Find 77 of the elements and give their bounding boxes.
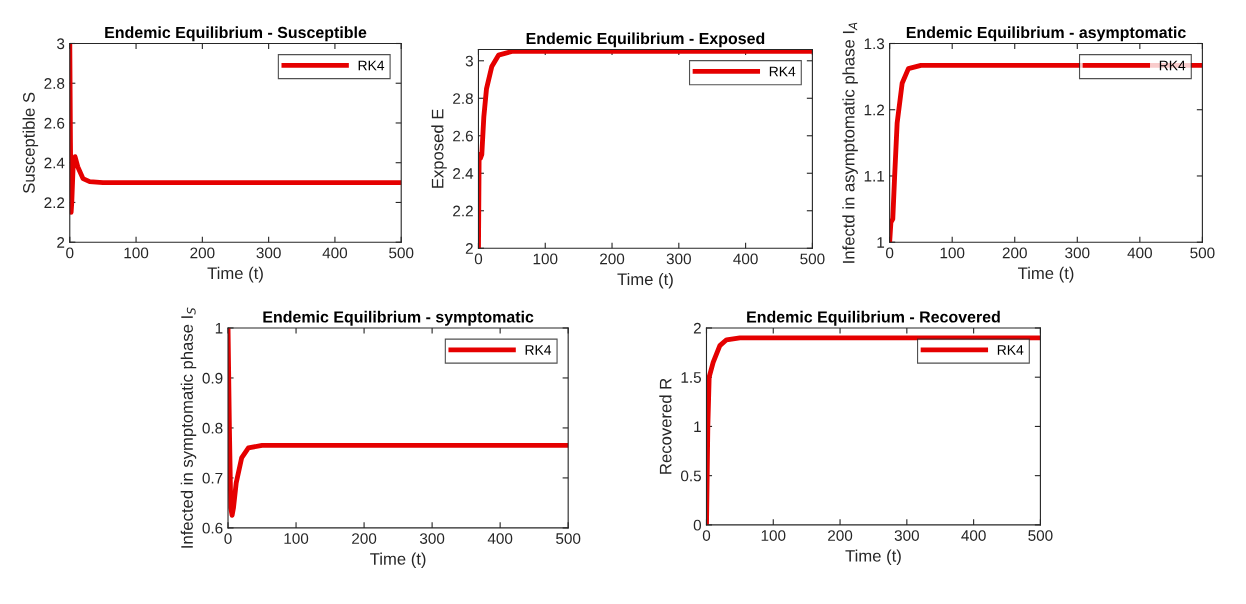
y-tick-label: 0.8 bbox=[202, 422, 223, 434]
y-axis-title: Exposed E bbox=[431, 109, 447, 188]
y-tick-label: 2.2 bbox=[453, 205, 473, 217]
x-tick-label: 300 bbox=[894, 530, 919, 541]
x-tick-label: 100 bbox=[124, 247, 149, 259]
y-tick-label: 2 bbox=[693, 322, 701, 334]
x-tick-label: 200 bbox=[828, 530, 853, 541]
y-tick-label: 1.3 bbox=[864, 38, 885, 50]
x-tick-label: 400 bbox=[733, 253, 758, 265]
legend-label: RK4 bbox=[997, 345, 1024, 355]
y-axis-title: Infectd in asymptomatic phase I$_{A}$ bbox=[842, 22, 858, 263]
y-tick-label: 3 bbox=[465, 55, 473, 67]
y-axis-title: Susceptible S bbox=[22, 92, 39, 194]
x-tick-label: 500 bbox=[556, 533, 581, 544]
x-tick-label: 500 bbox=[389, 247, 414, 259]
x-tick-label: 200 bbox=[352, 533, 377, 544]
x-axis-title: Time (t) bbox=[1018, 266, 1074, 283]
y-tick-label: 1 bbox=[694, 421, 701, 432]
legend-label: RK4 bbox=[769, 66, 796, 77]
chart-title: Endemic Equilibrium - symptomatic bbox=[263, 310, 534, 326]
chart-title: Endemic Equilibrium - Recovered bbox=[747, 310, 1000, 326]
x-tick-label: 300 bbox=[1065, 247, 1090, 259]
x-tick-label: 300 bbox=[419, 533, 445, 544]
y-tick-label: 2 bbox=[57, 237, 65, 248]
x-tick-label: 300 bbox=[666, 253, 691, 265]
y-axis-title: Recovered R bbox=[659, 378, 672, 474]
y-tick-label: 0.7 bbox=[202, 472, 223, 484]
legend-label: RK4 bbox=[358, 60, 385, 71]
x-axis-title: Time (t) bbox=[617, 272, 673, 289]
y-tick-label: 1 bbox=[877, 237, 885, 248]
y-tick-label: 1.1 bbox=[864, 170, 885, 182]
y-tick-label: 2 bbox=[465, 243, 473, 254]
chart-title: Endemic Equilibrium - asymptomatic bbox=[906, 26, 1186, 42]
y-axis-title: Infected in symptomatic phase I$_{S}$ bbox=[180, 307, 197, 548]
x-tick-label: 0 bbox=[702, 530, 711, 541]
x-tick-label: 100 bbox=[284, 533, 309, 544]
legend-label: RK4 bbox=[1159, 60, 1186, 71]
y-tick-label: 1.5 bbox=[681, 372, 701, 383]
y-tick-label: 0.5 bbox=[680, 470, 701, 482]
y-tick-label: 2.8 bbox=[44, 78, 65, 89]
y-tick-label: 2.8 bbox=[453, 93, 473, 104]
x-tick-label: 300 bbox=[256, 247, 281, 259]
chart-title: Endemic Equilibrium - Exposed bbox=[526, 32, 765, 48]
x-tick-label: 0 bbox=[66, 247, 74, 259]
x-tick-label: 200 bbox=[190, 247, 215, 259]
x-tick-label: 400 bbox=[1127, 247, 1152, 259]
y-tick-label: 1 bbox=[215, 323, 223, 334]
x-tick-label: 400 bbox=[322, 247, 348, 259]
x-tick-label: 200 bbox=[1002, 247, 1027, 259]
y-tick-label: 0 bbox=[693, 519, 702, 531]
x-tick-label: 0 bbox=[224, 533, 232, 544]
y-tick-label: 2.4 bbox=[44, 157, 65, 169]
x-tick-label: 400 bbox=[961, 530, 986, 541]
y-tick-label: 1.2 bbox=[864, 104, 885, 116]
legend-label: RK4 bbox=[525, 345, 552, 355]
y-tick-label: 3 bbox=[57, 38, 65, 50]
y-tick-label: 2.6 bbox=[453, 130, 473, 142]
x-tick-label: 500 bbox=[800, 253, 825, 265]
y-tick-label: 0.6 bbox=[202, 522, 223, 534]
x-axis-title: Time (t) bbox=[845, 549, 901, 566]
line-series bbox=[478, 49, 813, 249]
x-tick-label: 0 bbox=[885, 247, 894, 259]
x-tick-label: 100 bbox=[761, 530, 786, 541]
x-tick-label: 500 bbox=[1028, 530, 1053, 541]
x-axis-title: Time (t) bbox=[207, 266, 263, 283]
x-tick-label: 500 bbox=[1190, 247, 1215, 259]
y-tick-label: 2.2 bbox=[44, 197, 65, 208]
x-tick-label: 200 bbox=[600, 253, 625, 265]
x-axis-title: Time (t) bbox=[370, 552, 426, 569]
chart-title: Endemic Equilibrium - Susceptible bbox=[105, 26, 367, 42]
y-tick-label: 2.6 bbox=[44, 117, 65, 129]
x-tick-label: 400 bbox=[487, 533, 513, 544]
x-tick-label: 0 bbox=[474, 253, 483, 265]
y-tick-label: 2.4 bbox=[453, 168, 474, 179]
x-tick-label: 100 bbox=[533, 253, 558, 265]
x-tick-label: 100 bbox=[940, 247, 965, 259]
y-tick-label: 0.9 bbox=[202, 372, 223, 384]
